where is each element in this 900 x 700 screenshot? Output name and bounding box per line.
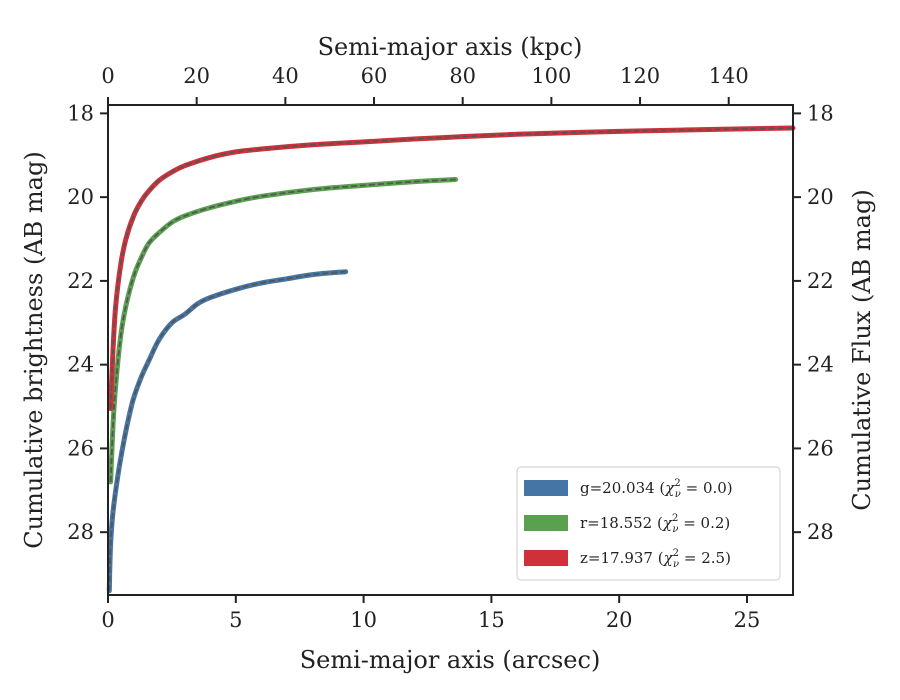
model-curves bbox=[108, 127, 794, 591]
plot-frame bbox=[107, 104, 794, 596]
y-tick-label: 18 bbox=[67, 101, 94, 125]
model-line-r bbox=[109, 178, 456, 482]
series-line-z bbox=[108, 125, 796, 412]
y-tick-label: 28 bbox=[67, 520, 94, 544]
x2-tick-label: 80 bbox=[449, 64, 476, 88]
y2-axis-title: Cumulative Flux (AB mag) bbox=[848, 189, 876, 510]
x2-tick-label: 40 bbox=[272, 64, 299, 88]
model-line-g bbox=[108, 270, 346, 591]
x2-tick-label: 0 bbox=[101, 64, 114, 88]
x2-tick-label: 100 bbox=[531, 64, 571, 88]
x-axis-title: Semi-major axis (arcsec) bbox=[300, 646, 601, 674]
x2-tick-label: 140 bbox=[709, 64, 749, 88]
axis-ticks: 0 5 10 15 20 25 0 20 40 60 80 100 120 140 18 18 20 20 22 22… bbox=[67, 64, 833, 632]
y2-tick-label: 28 bbox=[807, 520, 834, 544]
legend-label: g=20.034 (χ2 ν = 0.0) bbox=[580, 478, 733, 500]
model-line-z bbox=[109, 127, 794, 409]
legend-label: r=18.552 (χ2 ν = 0.2) bbox=[580, 513, 730, 535]
x-tick-label: 10 bbox=[350, 608, 377, 632]
legend-swatch bbox=[524, 515, 568, 531]
y-axis-title: Cumulative brightness (AB mag) bbox=[20, 151, 48, 548]
y-tick-label: 22 bbox=[67, 269, 94, 293]
x-tick-label: 15 bbox=[478, 608, 505, 632]
legend-label: z=17.937 (χ2 ν = 2.5) bbox=[580, 548, 731, 570]
legend-box bbox=[516, 466, 781, 581]
y2-tick-label: 24 bbox=[807, 353, 834, 377]
x2-tick-label: 120 bbox=[620, 64, 660, 88]
x-tick-label: 5 bbox=[229, 608, 242, 632]
legend-swatch bbox=[524, 480, 568, 496]
x-tick-label: 25 bbox=[734, 608, 761, 632]
x2-axis-title: Semi-major axis (kpc) bbox=[318, 33, 583, 61]
x2-tick-label: 20 bbox=[183, 64, 210, 88]
x-tick-label: 20 bbox=[606, 608, 633, 632]
legend: g=20.034 (χ2 ν = 0.0) r=18.552 (χ2 ν = 0.2)… bbox=[516, 466, 781, 581]
y-tick-label: 20 bbox=[67, 185, 94, 209]
y-tick-label: 26 bbox=[67, 436, 94, 460]
legend-swatch bbox=[524, 550, 568, 566]
y2-tick-label: 20 bbox=[807, 185, 834, 209]
y2-tick-label: 18 bbox=[807, 101, 834, 125]
x2-tick-label: 60 bbox=[361, 64, 388, 88]
series-line-g bbox=[106, 269, 349, 594]
y2-tick-label: 26 bbox=[807, 436, 834, 460]
x-tick-label: 0 bbox=[101, 608, 114, 632]
y2-tick-label: 22 bbox=[807, 269, 834, 293]
y-tick-label: 24 bbox=[67, 353, 94, 377]
